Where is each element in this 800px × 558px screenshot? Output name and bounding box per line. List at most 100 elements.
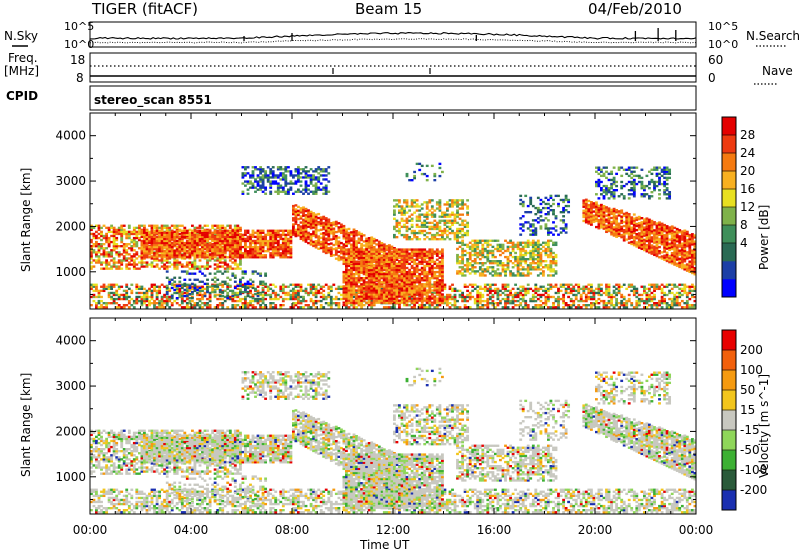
range-gate-cell — [363, 295, 366, 297]
range-gate-cell — [391, 277, 394, 279]
range-gate-cell — [115, 231, 118, 233]
range-gate-cell — [345, 245, 348, 247]
range-gate-cell — [345, 297, 348, 299]
range-gate-cell — [292, 227, 295, 229]
range-gate-cell — [343, 295, 346, 297]
range-gate-cell — [244, 240, 247, 242]
range-gate-cell — [259, 240, 262, 242]
range-gate-cell — [305, 172, 308, 174]
range-gate-cell — [221, 254, 224, 256]
range-gate-cell — [476, 296, 479, 298]
range-gate-cell — [577, 304, 580, 306]
range-gate-cell — [236, 246, 239, 248]
range-gate-cell — [681, 306, 684, 308]
range-gate-cell — [181, 242, 184, 244]
range-gate-cell — [249, 176, 252, 178]
range-gate-cell — [272, 236, 275, 238]
range-gate-cell — [396, 277, 399, 279]
range-gate-cell — [421, 263, 424, 265]
range-gate-cell — [133, 239, 136, 241]
range-gate-cell — [383, 285, 386, 287]
range-gate-cell — [375, 271, 378, 273]
range-gate-cell — [279, 306, 282, 308]
range-gate-cell — [365, 251, 368, 253]
range-gate-cell — [166, 304, 169, 306]
range-gate-cell — [133, 237, 136, 239]
range-gate-cell — [327, 235, 330, 237]
range-gate-cell — [373, 242, 376, 244]
range-gate-cell — [173, 254, 176, 256]
range-gate-cell — [570, 304, 573, 306]
range-gate-cell — [259, 168, 262, 170]
range-gate-cell — [153, 246, 156, 248]
range-gate-cell — [231, 242, 234, 244]
range-gate-cell — [194, 263, 197, 265]
range-gate-cell — [120, 233, 123, 235]
range-gate-cell — [239, 236, 242, 238]
range-gate-cell — [587, 292, 590, 294]
range-gate-cell — [244, 296, 247, 298]
range-gate-cell — [259, 298, 262, 300]
range-gate-cell — [249, 292, 252, 294]
range-gate-cell — [146, 252, 149, 254]
range-gate-cell — [332, 284, 335, 286]
range-gate-cell — [110, 298, 113, 300]
range-gate-cell — [605, 306, 608, 308]
range-gate-cell — [290, 298, 293, 300]
range-gate-cell — [284, 176, 287, 178]
range-gate-cell — [542, 286, 545, 288]
range-gate-cell — [355, 248, 358, 250]
range-gate-cell — [206, 234, 209, 236]
range-gate-cell — [229, 244, 232, 246]
range-gate-cell — [259, 234, 262, 236]
range-gate-cell — [403, 287, 406, 289]
range-gate-cell — [317, 189, 320, 191]
range-gate-cell — [231, 252, 234, 254]
range-gate-cell — [183, 230, 186, 232]
range-gate-cell — [610, 300, 613, 302]
range-gate-cell — [396, 253, 399, 255]
range-gate-cell — [128, 288, 131, 290]
range-gate-cell — [292, 292, 295, 294]
range-gate-cell — [141, 261, 144, 263]
range-gate-cell — [436, 306, 439, 308]
range-gate-cell — [153, 300, 156, 302]
range-gate-cell — [146, 294, 149, 296]
range-gate-cell — [103, 253, 106, 255]
range-gate-cell — [262, 230, 265, 232]
range-gate-cell — [401, 283, 404, 285]
range-gate-cell — [146, 230, 149, 232]
range-gate-cell — [307, 234, 310, 236]
range-gate-cell — [290, 234, 293, 236]
range-gate-cell — [171, 246, 174, 248]
range-gate-cell — [158, 232, 161, 234]
range-gate-cell — [345, 302, 348, 304]
range-gate-cell — [93, 251, 96, 253]
range-gate-cell — [130, 249, 133, 251]
range-gate-cell — [373, 248, 376, 250]
range-gate-cell — [663, 286, 666, 288]
range-gate-cell — [156, 238, 159, 240]
range-gate-cell — [312, 170, 315, 172]
range-gate-cell — [108, 237, 111, 239]
range-gate-cell — [550, 296, 553, 298]
range-gate-cell — [267, 174, 270, 176]
range-gate-cell — [249, 304, 252, 306]
range-gate-cell — [358, 277, 361, 279]
range-gate-cell — [459, 306, 462, 308]
range-gate-cell — [393, 271, 396, 273]
range-gate-cell — [267, 232, 270, 234]
range-gate-cell — [234, 306, 237, 308]
range-gate-cell — [173, 234, 176, 236]
range-gate-cell — [242, 240, 245, 242]
range-gate-cell — [338, 298, 341, 300]
range-gate-cell — [242, 254, 245, 256]
range-gate-cell — [219, 246, 222, 248]
range-gate-cell — [219, 265, 222, 267]
range-gate-cell — [423, 275, 426, 277]
range-gate-cell — [343, 281, 346, 283]
range-gate-cell — [363, 287, 366, 289]
range-gate-cell — [196, 244, 199, 246]
range-gate-cell — [373, 238, 376, 240]
range-gate-cell — [330, 288, 333, 290]
